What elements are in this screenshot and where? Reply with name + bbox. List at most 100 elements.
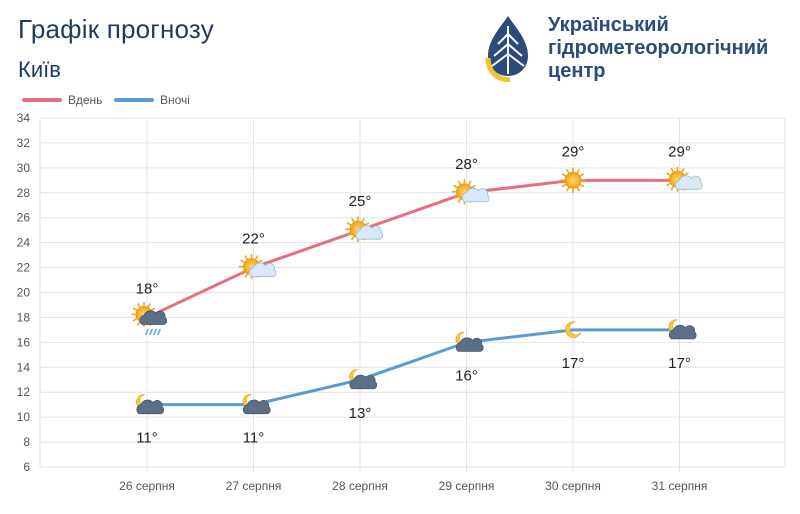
night-temp-label: 16°	[455, 367, 478, 384]
sun-ray	[457, 180, 461, 185]
rain-drop	[153, 328, 157, 336]
x-tick-label: 31 серпня	[652, 479, 708, 493]
sun-ray	[351, 236, 355, 241]
y-tick-label: 32	[17, 136, 31, 150]
legend-swatch-night	[114, 98, 154, 102]
night-temp-label: 11°	[243, 430, 265, 447]
sun-ray	[471, 184, 476, 189]
y-tick-label: 30	[17, 161, 31, 175]
legend-swatch-day	[22, 98, 62, 102]
sun-ray	[453, 195, 458, 199]
sun-cloud-rain-icon	[131, 301, 168, 336]
sun-cloud-icon	[238, 253, 277, 280]
sun-ray	[346, 222, 352, 226]
moon-dark-cloud-icon	[455, 331, 484, 352]
rain-drop	[149, 328, 153, 336]
y-tick-label: 6	[23, 460, 30, 474]
cloud-shape	[668, 324, 697, 340]
sun-ray	[132, 318, 138, 322]
sun-disc	[564, 171, 582, 189]
y-tick-label: 14	[17, 360, 31, 374]
cloud-shape	[349, 374, 378, 390]
ugmc-logo: Український гідрометеорологічний центр	[484, 14, 784, 86]
y-tick-label: 22	[17, 261, 31, 275]
y-tick-label: 28	[17, 186, 31, 200]
day-temp-label: 25°	[349, 193, 372, 210]
sun-ray	[666, 172, 671, 176]
sun-ray	[579, 173, 585, 177]
y-tick-label: 20	[17, 286, 31, 300]
sun-ray	[666, 183, 671, 187]
night-temp-label: 13°	[349, 405, 372, 422]
sun-ray	[453, 184, 458, 189]
sun-ray	[670, 186, 674, 191]
legend-item-night[interactable]: Вночі	[114, 93, 190, 107]
x-tick-label: 26 серпня	[119, 479, 175, 493]
logo-line-1: Український	[548, 14, 669, 36]
sun-ray	[684, 172, 689, 176]
chart-axes: 6 8 10 12 14 16 18 20 22 24 26 28 30 32 34 26 серпня 27 …	[17, 111, 708, 493]
cloud-shape	[461, 187, 490, 203]
cloud-shape	[674, 175, 703, 190]
day-temp-label: 22°	[242, 231, 265, 248]
series-line-day	[145, 178, 681, 319]
legend-label-night: Вночі	[160, 93, 190, 107]
cloud-shape	[139, 310, 168, 325]
sun-cloud-icon	[345, 216, 384, 242]
y-tick-label: 34	[17, 111, 31, 125]
sun-ray	[137, 303, 141, 308]
x-tick-label: 27 серпня	[226, 479, 282, 493]
cloud-shape	[242, 399, 271, 415]
sun-ray	[255, 255, 259, 260]
y-tick-label: 18	[17, 310, 31, 324]
page-title: Графік прогнозу	[18, 14, 214, 44]
sun-cloud-icon	[664, 166, 703, 193]
weather-icons	[131, 166, 703, 415]
night-temp-label: 11°	[136, 430, 158, 447]
sun-ray	[468, 180, 472, 185]
y-tick-label: 8	[23, 435, 30, 449]
y-tick-label: 10	[17, 410, 31, 424]
day-temp-label: 18°	[136, 280, 159, 297]
sun-ray	[244, 255, 248, 260]
moon-dark-cloud-icon	[242, 394, 271, 415]
city-name: Київ	[18, 57, 61, 82]
sun-ray	[566, 187, 570, 192]
y-tick-label: 16	[17, 335, 31, 349]
day-temp-label: 29°	[562, 143, 585, 160]
x-tick-label: 28 серпня	[332, 479, 388, 493]
logo-text: Український гідрометеорологічний центр	[548, 14, 768, 83]
sun-ray	[150, 307, 156, 311]
sun-ray	[240, 259, 245, 263]
night-temp-label: 17°	[668, 355, 691, 372]
x-tick-label: 30 серпня	[545, 479, 601, 493]
sun-ray	[137, 321, 141, 326]
night-temp-label: 17°	[562, 355, 585, 372]
legend-item-day[interactable]: Вдень	[22, 93, 102, 107]
logo-line-3: центр	[548, 60, 606, 82]
cloud-shape	[248, 262, 277, 277]
y-tick-label: 12	[17, 385, 31, 399]
sun-ray	[579, 184, 585, 188]
sun-ray	[566, 169, 570, 174]
sun-ray	[147, 303, 151, 308]
sun-ray	[576, 187, 580, 192]
sun-ray	[561, 184, 567, 188]
sun-ray	[670, 168, 674, 173]
logo-line-2: гідрометеорологічний	[548, 37, 769, 59]
moon-dark-cloud-icon	[668, 319, 697, 340]
rain-drop	[145, 328, 149, 336]
chart-lines	[145, 178, 681, 407]
moon-shape	[565, 321, 582, 338]
x-tick-label: 29 серпня	[439, 479, 495, 493]
logo-drop-icon	[485, 16, 528, 82]
cloud-shape	[355, 225, 384, 240]
cloud-shape	[455, 337, 484, 352]
sun-ray	[240, 270, 245, 274]
sun-ray	[132, 307, 138, 311]
moon-dark-cloud-icon	[136, 394, 165, 415]
y-tick-label: 26	[17, 211, 31, 225]
temperature-labels: 18° 22° 25° 28° 29° 29° 11° 11° 13° 16° 17° 17°	[136, 143, 691, 446]
cloud-shape	[136, 399, 165, 415]
sun-ray	[258, 259, 263, 263]
